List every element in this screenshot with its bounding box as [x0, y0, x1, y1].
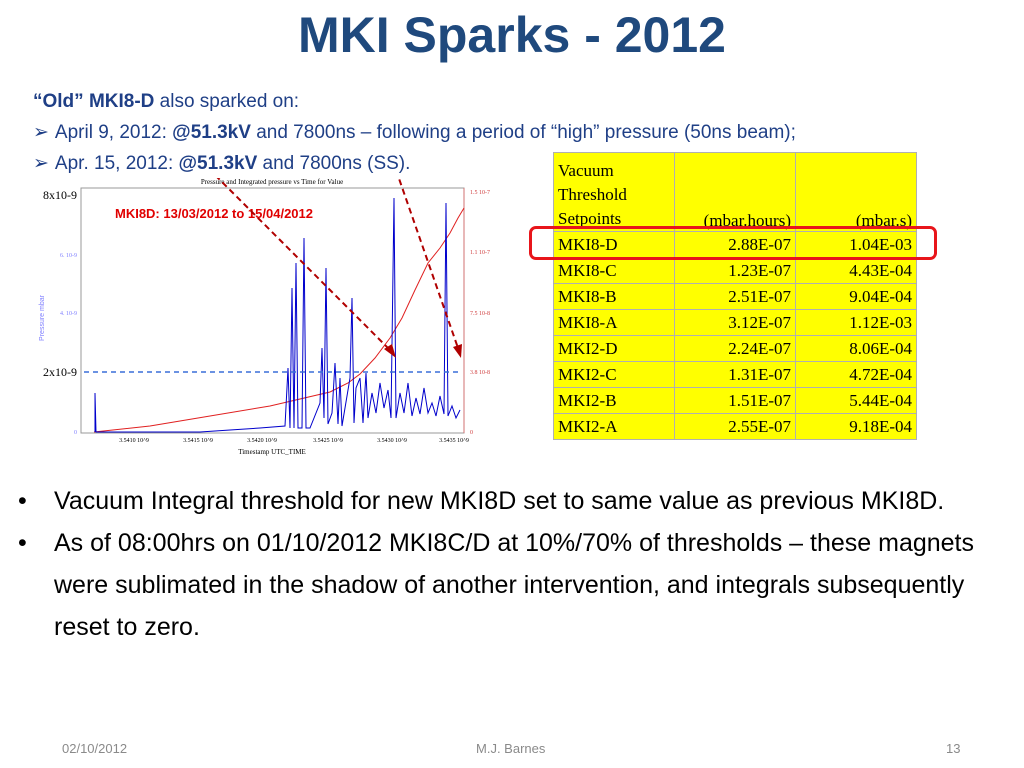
chart-title: Pressure and Integrated pressure vs Time…	[201, 178, 343, 186]
table-cell: 1.23E-07	[674, 257, 796, 284]
table-row: MKI8-C 1.23E-07 4.43E-04	[553, 257, 917, 284]
table-cell: MKI2-D	[553, 335, 675, 362]
table-cell: MKI2-A	[553, 413, 675, 440]
chart-annotation: MKI8D: 13/03/2012 to 15/04/2012	[115, 206, 313, 221]
y-left-tick: 6. 10-9	[60, 253, 77, 259]
footer-date: 02/10/2012	[62, 741, 128, 756]
intro-item-2: ➢ Apr. 15, 2012: @51.3kV and 7800ns (SS).	[33, 148, 796, 179]
item-text: and 7800ns (SS).	[257, 153, 411, 174]
table-cell: 4.72E-04	[795, 361, 917, 388]
intro-text: also sparked on:	[154, 91, 300, 112]
x-tick: 3.5415 10^9	[183, 438, 213, 444]
y-right-tick: 0	[470, 430, 473, 436]
table-cell: 1.51E-07	[674, 387, 796, 414]
plot-frame	[80, 187, 465, 434]
arrow-bullet-icon: ➢	[33, 122, 49, 143]
spark-arrow-2	[397, 178, 459, 349]
bullet-dot-icon: •	[18, 529, 27, 557]
table-header-cell: (mbar.hours)	[674, 152, 796, 232]
table-row: MKI2-C 1.31E-07 4.72E-04	[553, 361, 917, 388]
bullet-text: As of 08:00hrs on 01/10/2012 MKI8C/D at …	[54, 529, 975, 641]
y-right-tick: 1.5 10-7	[470, 190, 490, 196]
item-date: April 9, 2012:	[54, 122, 173, 143]
item-text: and 7800ns – following a period of “high…	[250, 122, 796, 143]
x-tick: 3.5430 10^9	[377, 438, 407, 444]
table-cell: 9.18E-04	[795, 413, 917, 440]
table-cell: 1.12E-03	[795, 309, 917, 336]
footer-author: M.J. Barnes	[476, 741, 546, 756]
bullet-item: • As of 08:00hrs on 01/10/2012 MKI8C/D a…	[18, 522, 1008, 648]
table-cell: MKI8-C	[553, 257, 675, 284]
table-header-cell: Vacuum Threshold Setpoints	[553, 152, 675, 232]
bullet-list: • Vacuum Integral threshold for new MKI8…	[18, 480, 1008, 648]
table-row: MKI2-A 2.55E-07 9.18E-04	[553, 413, 917, 440]
table-cell: MKI2-B	[553, 387, 675, 414]
y-right-tick: 7.5 10-8	[470, 311, 490, 317]
x-tick: 3.5425 10^9	[313, 438, 343, 444]
table-cell: 9.04E-04	[795, 283, 917, 310]
item-date: Apr. 15, 2012:	[54, 153, 179, 174]
table-cell: 5.44E-04	[795, 387, 917, 414]
slide-title: MKI Sparks - 2012	[298, 7, 726, 63]
pressure-line	[94, 197, 461, 433]
table-header-row: Vacuum Threshold Setpoints (mbar.hours) …	[553, 152, 917, 232]
table-cell: 1.04E-03	[795, 231, 917, 258]
x-tick: 3.5420 10^9	[247, 438, 277, 444]
chart-svg: Pressure and Integrated pressure vs Time…	[39, 178, 490, 456]
pressure-chart: Pressure and Integrated pressure vs Time…	[30, 178, 520, 460]
table-cell: 2.24E-07	[674, 335, 796, 362]
footer-page-number: 13	[946, 741, 961, 756]
y-left-tick: 4. 10-9	[60, 311, 77, 317]
item-voltage: @51.3kV	[172, 122, 251, 143]
table-cell: 2.88E-07	[674, 231, 796, 258]
table-header-cell: (mbar.s)	[795, 152, 917, 232]
y-left-tick: 0	[74, 430, 77, 436]
y-right-tick: 3.8 10-8	[470, 370, 490, 376]
table-row: MKI2-B 1.51E-07 5.44E-04	[553, 387, 917, 414]
highlight-box	[529, 226, 937, 260]
x-tick: 3.5410 10^9	[119, 438, 149, 444]
intro-block: “Old” MKI8-D also sparked on: ➢ April 9, …	[33, 86, 796, 179]
intro-item-1: ➢ April 9, 2012: @51.3kV and 7800ns – fol…	[33, 117, 796, 148]
bullet-item: • Vacuum Integral threshold for new MKI8…	[18, 480, 1008, 522]
table-cell: MKI8-B	[553, 283, 675, 310]
intro-magnet: “Old” MKI8-D	[33, 91, 155, 112]
table-row: MKI8-A 3.12E-07 1.12E-03	[553, 309, 917, 336]
table-row: MKI8-D 2.88E-07 1.04E-03	[553, 231, 917, 258]
table-row: MKI8-B 2.51E-07 9.04E-04	[553, 283, 917, 310]
x-axis-label: Timestamp UTC_TIME	[238, 448, 306, 456]
arrowhead-icon	[384, 344, 396, 358]
table-cell: MKI8-A	[553, 309, 675, 336]
integral-pressure-line	[93, 207, 465, 433]
table-row: MKI2-D 2.24E-07 8.06E-04	[553, 335, 917, 362]
arrow-bullet-icon: ➢	[33, 153, 49, 174]
table-cell: 8.06E-04	[795, 335, 917, 362]
y-left-tick: 8x10-9	[43, 188, 77, 202]
table-cell: 3.12E-07	[674, 309, 796, 336]
bullet-text: Vacuum Integral threshold for new MKI8D …	[54, 487, 945, 515]
table-cell: 2.55E-07	[674, 413, 796, 440]
y-left-tick: 2x10-9	[43, 365, 77, 379]
table-cell: 2.51E-07	[674, 283, 796, 310]
table-cell: MKI8-D	[553, 231, 675, 258]
y-axis-label: Pressure mbar	[39, 294, 46, 341]
table-cell: MKI2-C	[553, 361, 675, 388]
table-cell: 1.31E-07	[674, 361, 796, 388]
intro-line: “Old” MKI8-D also sparked on:	[33, 86, 796, 117]
threshold-table: Vacuum Threshold Setpoints (mbar.hours) …	[553, 152, 917, 440]
bullet-dot-icon: •	[18, 487, 27, 515]
table-cell: 4.43E-04	[795, 257, 917, 284]
y-right-tick: 1.1 10-7	[470, 250, 490, 256]
item-voltage: @51.3kV	[178, 153, 258, 174]
x-tick: 3.5435 10^9	[439, 438, 469, 444]
arrowhead-icon	[453, 344, 462, 358]
